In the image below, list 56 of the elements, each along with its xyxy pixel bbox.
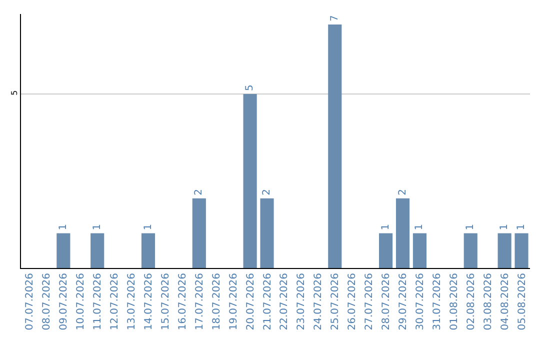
x-tick-label: 24.07.2026	[313, 273, 324, 330]
x-tick-label: 08.07.2026	[42, 273, 53, 330]
bar	[412, 233, 426, 268]
x-tick-label: 25.07.2026	[330, 273, 342, 330]
x-tick-label: 26.07.2026	[347, 273, 358, 330]
data-label: 1	[92, 224, 103, 230]
x-tick-label: 18.07.2026	[211, 273, 222, 330]
data-label: 1	[58, 224, 69, 230]
data-label: 1	[465, 224, 476, 230]
x-tick-label: 04.08.2026	[500, 273, 511, 330]
bar	[141, 233, 156, 268]
x-tick-label: 05.08.2026	[516, 273, 528, 330]
x-tick-label: 10.07.2026	[76, 273, 87, 330]
bar	[379, 233, 393, 268]
data-label: 1	[380, 224, 392, 230]
data-label: 1	[516, 224, 528, 230]
bar	[514, 233, 528, 268]
x-tick-label: 02.08.2026	[466, 273, 477, 330]
x-tick-label: 13.07.2026	[126, 273, 138, 330]
x-tick-label: 07.07.2026	[24, 273, 36, 330]
x-tick-label: 31.07.2026	[432, 273, 443, 330]
x-tick-label: 30.07.2026	[414, 273, 426, 330]
data-label: 1	[414, 224, 426, 230]
x-tick-label: 28.07.2026	[381, 273, 392, 330]
bar	[328, 24, 342, 268]
data-label: 2	[262, 189, 273, 196]
data-label: 1	[142, 224, 154, 230]
x-tick-label: 23.07.2026	[296, 273, 308, 330]
x-tick-label: 14.07.2026	[144, 273, 154, 330]
x-tick-label: 16.07.2026	[177, 273, 188, 330]
bar	[498, 233, 512, 268]
x-tick-label: 15.07.2026	[160, 273, 172, 330]
x-tick-label: 03.08.2026	[482, 273, 494, 330]
x-tick-label: 27.07.2026	[364, 273, 376, 330]
data-label: 2	[194, 189, 205, 196]
x-tick-label: 21.07.2026	[262, 273, 274, 330]
bar	[396, 198, 410, 268]
data-label: 1	[499, 224, 510, 230]
x-tick-label: 22.07.2026	[279, 273, 290, 330]
x-tick-label: 29.07.2026	[398, 273, 409, 330]
x-tick-label: 17.07.2026	[194, 273, 206, 330]
bar	[464, 233, 478, 268]
x-tick-label: 20.07.2026	[245, 273, 256, 330]
data-label: 5	[244, 84, 256, 92]
data-label: 7	[329, 15, 340, 22]
x-tick-label: 12.07.2026	[110, 273, 121, 330]
x-tick-label: 19.07.2026	[228, 273, 240, 330]
x-tick-label: 09.07.2026	[58, 273, 70, 330]
bar	[192, 198, 206, 268]
bar	[90, 233, 104, 268]
bar	[243, 94, 257, 268]
data-label: 2	[397, 189, 408, 196]
bar	[56, 233, 70, 268]
x-tick-label: 11.07.2026	[92, 273, 104, 330]
bar	[260, 198, 274, 268]
x-tick-label: 01.08.2026	[448, 273, 460, 330]
